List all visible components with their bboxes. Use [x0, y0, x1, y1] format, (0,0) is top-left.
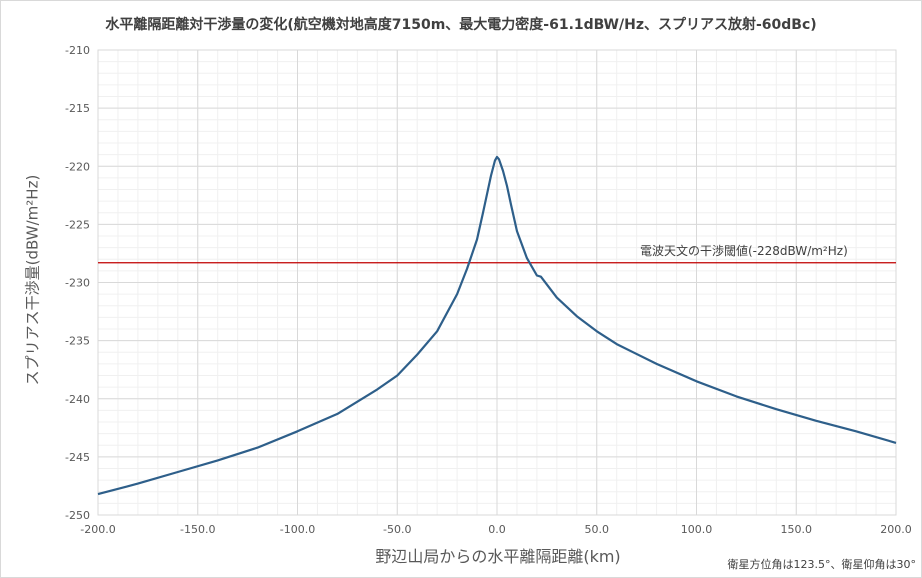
x-tick-label: -100.0 [280, 523, 315, 536]
y-tick-label: -215 [65, 102, 90, 115]
series-line-0 [97, 155, 897, 496]
y-tick-label: -245 [65, 451, 90, 464]
x-tick-label: 50.0 [585, 523, 610, 536]
threshold-label: 電波天文の干渉閾値(-228dBW/m²Hz) [640, 244, 848, 258]
x-tick-label: 100.0 [681, 523, 713, 536]
x-tick-label: 0.0 [488, 523, 506, 536]
y-tick-label: -220 [65, 160, 90, 173]
y-tick-label: -225 [65, 218, 90, 231]
y-axis-label-box: スプリアス干渉量(dBW/m²Hz) [18, 170, 46, 390]
x-tick-label: 150.0 [781, 523, 813, 536]
y-tick-label: -240 [65, 393, 90, 406]
y-tick-label: -230 [65, 277, 90, 290]
chart-title: 水平離隔距離対干渉量の変化(航空機対地高度7150m、最大電力密度-61.1dB… [105, 17, 817, 33]
tick-labels: -200.0 -150.0 -100.0 -50.0 0.0 50.0 100.0 150.0… [65, 44, 912, 536]
y-tick-label: -210 [65, 44, 90, 57]
plot-area-border [97, 49, 897, 516]
x-tick-label: -50.0 [383, 523, 411, 536]
x-tick-label: -150.0 [180, 523, 215, 536]
x-axis-label: 野辺山局からの水平離隔距離(km) [375, 547, 621, 566]
y-tick-label: -235 [65, 335, 90, 348]
x-tick-label: 200.0 [880, 523, 912, 536]
satellite-angle-note: 衛星方位角は123.5°、衛星仰角は30° [727, 558, 917, 571]
major-gridlines [97, 49, 897, 516]
y-tick-label: -250 [65, 509, 90, 522]
series-layer [97, 155, 897, 496]
y-axis-label: スプリアス干渉量(dBW/m²Hz) [23, 174, 42, 386]
x-tick-label: -200.0 [80, 523, 115, 536]
